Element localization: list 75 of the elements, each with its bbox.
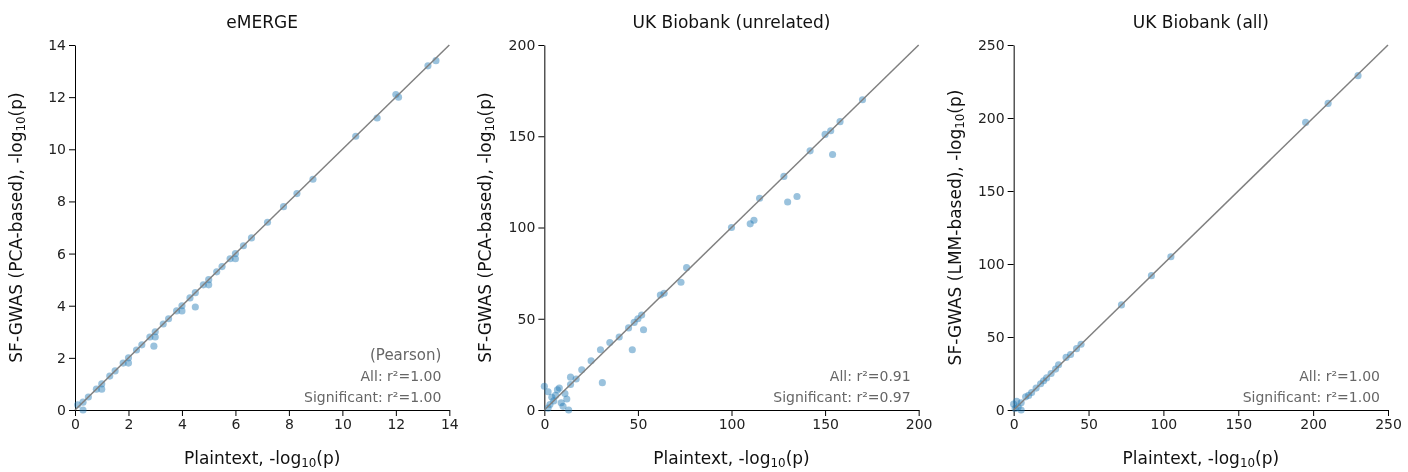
- point: [596, 346, 605, 354]
- point: [750, 216, 758, 224]
- point: [231, 255, 239, 263]
- point: [98, 385, 106, 393]
- point: [784, 198, 792, 206]
- point: [548, 393, 556, 401]
- annotation: All: r²=1.00: [360, 368, 442, 384]
- chart-title: eMERGE: [226, 12, 298, 32]
- chart-title: UK Biobank (unrelated): [632, 12, 831, 32]
- annotation: Significant: r²=1.00: [304, 389, 442, 405]
- point: [829, 150, 837, 159]
- x-tick-label: 50: [629, 415, 648, 432]
- point: [205, 281, 213, 289]
- point: [563, 395, 571, 403]
- point: [598, 379, 606, 387]
- y-tick-label: 8: [57, 193, 66, 210]
- y-tick-label: 100: [977, 255, 1005, 272]
- point: [544, 388, 552, 396]
- x-tick-label: 14: [440, 415, 459, 432]
- annotation: Significant: r²=0.97: [773, 389, 911, 405]
- point: [191, 303, 199, 311]
- x-tick-label: 100: [1150, 415, 1178, 432]
- x-tick-label: 0: [540, 415, 550, 432]
- annotation: (Pearson): [370, 346, 442, 364]
- x-tick-label: 150: [812, 415, 839, 432]
- y-tick-label: 200: [977, 109, 1005, 126]
- y-tick-label: 0: [995, 401, 1005, 418]
- y-tick-label: 10: [48, 141, 66, 158]
- y-tick-label: 150: [977, 182, 1005, 199]
- x-tick-label: 8: [284, 415, 294, 432]
- point: [639, 326, 648, 334]
- x-tick-label: 100: [718, 415, 746, 432]
- point: [150, 342, 158, 350]
- annotation: All: r²=0.91: [829, 368, 911, 384]
- x-axis-title: Plaintext, -log$_{10}$(p): [183, 448, 341, 470]
- point: [124, 359, 133, 367]
- annotation: Significant: r²=1.00: [1242, 389, 1380, 405]
- y-tick-label: 50: [986, 328, 1005, 345]
- x-tick-label: 12: [387, 415, 406, 432]
- y-tick-label: 14: [48, 36, 67, 53]
- point: [151, 333, 159, 341]
- x-tick-label: 4: [177, 415, 187, 432]
- point: [540, 382, 548, 390]
- point: [793, 192, 801, 201]
- y-tick-label: 2: [57, 349, 66, 366]
- x-tick-label: 6: [231, 415, 241, 432]
- y-tick-label: 12: [48, 89, 66, 106]
- x-tick-label: 0: [71, 415, 80, 432]
- x-tick-label: 200: [1300, 415, 1327, 432]
- x-tick-label: 10: [333, 415, 352, 432]
- y-tick-label: 50: [517, 310, 536, 327]
- y-tick-label: 200: [508, 36, 536, 53]
- x-tick-label: 0: [1009, 415, 1019, 432]
- y-tick-label: 0: [57, 401, 66, 418]
- y-tick-label: 150: [508, 128, 536, 145]
- x-tick-label: 150: [1225, 415, 1253, 432]
- point: [565, 406, 573, 414]
- point: [79, 406, 87, 414]
- point: [566, 373, 575, 381]
- y-tick-label: 250: [977, 36, 1005, 53]
- chart-title: UK Biobank (all): [1132, 12, 1269, 32]
- point: [628, 346, 636, 354]
- y-tick-label: 6: [57, 245, 67, 262]
- x-tick-label: 250: [1375, 415, 1402, 432]
- annotation: All: r²=1.00: [1299, 368, 1380, 384]
- x-tick-label: 200: [905, 415, 933, 432]
- y-tick-label: 4: [57, 297, 67, 314]
- point: [677, 278, 685, 286]
- x-axis-title: Plaintext, -log$_{10}$(p): [653, 448, 810, 470]
- y-tick-label: 100: [508, 219, 536, 236]
- x-axis-title: Plaintext, -log$_{10}$(p): [1122, 448, 1280, 470]
- point: [178, 307, 186, 315]
- y-tick-label: 0: [526, 401, 536, 418]
- x-tick-label: 2: [124, 415, 134, 432]
- x-tick-label: 50: [1080, 415, 1098, 432]
